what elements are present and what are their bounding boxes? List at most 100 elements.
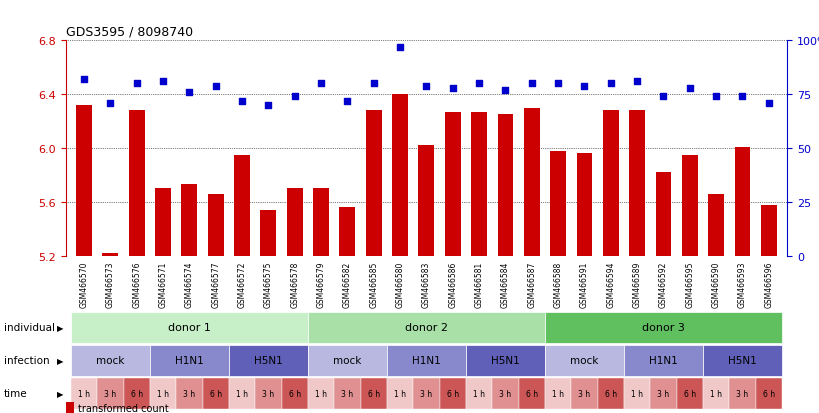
Point [261, 102, 274, 109]
Text: ▶: ▶ [57, 389, 64, 398]
Point [419, 83, 432, 90]
Bar [339, 208, 355, 256]
Point [472, 81, 485, 88]
Text: time: time [4, 388, 28, 399]
Bar [155, 189, 170, 256]
Text: 1 h: 1 h [631, 389, 642, 398]
Point [77, 77, 90, 83]
Text: 3 h: 3 h [104, 389, 116, 398]
Point [524, 81, 537, 88]
Point [498, 88, 511, 94]
Text: 3 h: 3 h [262, 389, 274, 398]
Point [235, 98, 248, 105]
Bar [129, 111, 144, 256]
Text: H1N1: H1N1 [411, 355, 441, 366]
Bar [391, 95, 408, 256]
Text: 6 h: 6 h [525, 389, 537, 398]
Text: 1 h: 1 h [157, 389, 169, 398]
Text: H1N1: H1N1 [174, 355, 203, 366]
Point [209, 83, 222, 90]
Text: 1 h: 1 h [314, 389, 327, 398]
Bar [181, 185, 197, 256]
Text: 3 h: 3 h [499, 389, 511, 398]
Bar [602, 111, 618, 256]
Point [604, 81, 617, 88]
Point [762, 100, 775, 107]
Text: 6 h: 6 h [683, 389, 695, 398]
Text: individual: individual [4, 322, 55, 332]
Point [708, 94, 722, 100]
Text: ▶: ▶ [57, 356, 64, 365]
Point [735, 94, 748, 100]
Point [130, 81, 143, 88]
Point [341, 98, 354, 105]
Text: 3 h: 3 h [183, 389, 195, 398]
Bar [418, 146, 434, 256]
Text: donor 3: donor 3 [641, 322, 684, 332]
Point [104, 100, 117, 107]
Point [314, 81, 328, 88]
Bar [76, 106, 92, 256]
Point [551, 81, 564, 88]
Text: 3 h: 3 h [735, 389, 748, 398]
Point [367, 81, 380, 88]
Text: 3 h: 3 h [420, 389, 432, 398]
Text: 3 h: 3 h [341, 389, 353, 398]
Text: ▶: ▶ [57, 323, 64, 332]
Text: donor 1: donor 1 [168, 322, 210, 332]
Text: 3 h: 3 h [577, 389, 590, 398]
Bar [444, 112, 460, 256]
Point [656, 94, 669, 100]
Text: 6 h: 6 h [367, 389, 379, 398]
Text: 6 h: 6 h [762, 389, 774, 398]
Text: H5N1: H5N1 [727, 355, 756, 366]
Bar [313, 189, 328, 256]
Text: 6 h: 6 h [604, 389, 616, 398]
Text: infection: infection [4, 355, 50, 366]
Bar [365, 111, 381, 256]
Bar [760, 205, 776, 256]
Text: 3 h: 3 h [657, 389, 668, 398]
Point [393, 45, 406, 51]
Bar [497, 115, 513, 256]
Bar [234, 155, 250, 256]
Text: 1 h: 1 h [236, 389, 247, 398]
Text: 6 h: 6 h [446, 389, 459, 398]
Text: 1 h: 1 h [394, 389, 405, 398]
Point [156, 79, 170, 85]
Text: 1 h: 1 h [78, 389, 90, 398]
Text: 1 h: 1 h [473, 389, 485, 398]
Bar [523, 109, 539, 256]
Point [287, 94, 301, 100]
Point [630, 79, 643, 85]
Text: transformed count: transformed count [78, 403, 169, 413]
Bar [708, 195, 723, 256]
Bar [260, 211, 276, 256]
Text: GDS3595 / 8098740: GDS3595 / 8098740 [66, 26, 192, 39]
Bar [734, 147, 749, 256]
Text: 6 h: 6 h [210, 389, 221, 398]
Bar [576, 154, 591, 256]
Text: donor 2: donor 2 [405, 322, 447, 332]
Bar [654, 173, 671, 256]
Point [446, 85, 459, 92]
Text: 1 h: 1 h [709, 389, 722, 398]
Text: 6 h: 6 h [130, 389, 143, 398]
Text: 1 h: 1 h [551, 389, 563, 398]
Point [183, 90, 196, 96]
Text: H1N1: H1N1 [649, 355, 677, 366]
Bar [550, 152, 565, 256]
Text: mock: mock [333, 355, 361, 366]
Bar [102, 254, 118, 256]
Point [682, 85, 695, 92]
Text: 6 h: 6 h [288, 389, 301, 398]
Text: mock: mock [569, 355, 598, 366]
Bar [207, 195, 224, 256]
Text: H5N1: H5N1 [491, 355, 519, 366]
Bar [628, 111, 645, 256]
Text: H5N1: H5N1 [254, 355, 283, 366]
Point [577, 83, 590, 90]
Bar [287, 189, 302, 256]
Text: mock: mock [96, 355, 124, 366]
Bar [681, 155, 697, 256]
